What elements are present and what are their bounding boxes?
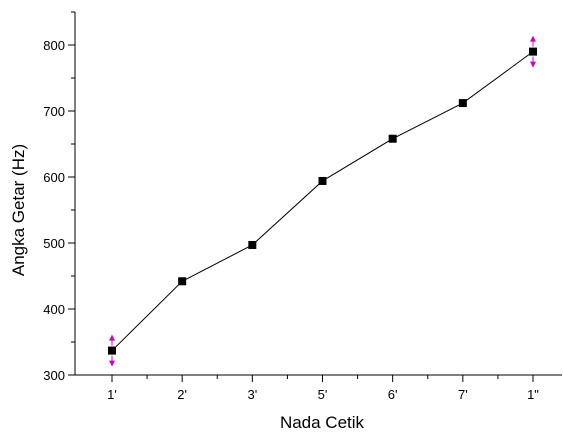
y-tick-label: 600 bbox=[43, 170, 65, 185]
x-tick-label: 2' bbox=[177, 387, 187, 402]
y-axis-title: Angka Getar (Hz) bbox=[9, 144, 28, 276]
error-arrow-down bbox=[109, 360, 115, 367]
y-tick-label: 500 bbox=[43, 236, 65, 251]
data-point bbox=[248, 240, 257, 249]
x-tick-label: 1' bbox=[107, 387, 117, 402]
data-point bbox=[388, 134, 397, 143]
data-point bbox=[318, 176, 327, 185]
x-tick-label: 1" bbox=[527, 387, 539, 402]
error-arrow-up bbox=[530, 35, 536, 42]
x-axis-title: Nada Cetik bbox=[280, 413, 365, 432]
x-tick-label: 5' bbox=[318, 387, 328, 402]
data-point bbox=[178, 277, 187, 286]
y-tick-label: 700 bbox=[43, 104, 65, 119]
series-group bbox=[108, 35, 537, 367]
error-arrow-down bbox=[530, 61, 536, 68]
data-point bbox=[529, 47, 537, 56]
x-tick-label: 3' bbox=[247, 387, 257, 402]
y-tick-label: 300 bbox=[43, 368, 65, 383]
error-arrow-up bbox=[109, 334, 115, 341]
x-tick-label: 7' bbox=[458, 387, 468, 402]
y-tick-label: 800 bbox=[43, 38, 65, 53]
series-line bbox=[111, 51, 534, 351]
x-tick-label: 6' bbox=[388, 387, 398, 402]
data-point bbox=[108, 346, 116, 355]
y-tick-label: 400 bbox=[43, 302, 65, 317]
data-point bbox=[458, 99, 467, 108]
axes: 300 400 500 600 700 800 1' 2' 3' 5' 6' 7' 1" bbox=[43, 11, 562, 402]
